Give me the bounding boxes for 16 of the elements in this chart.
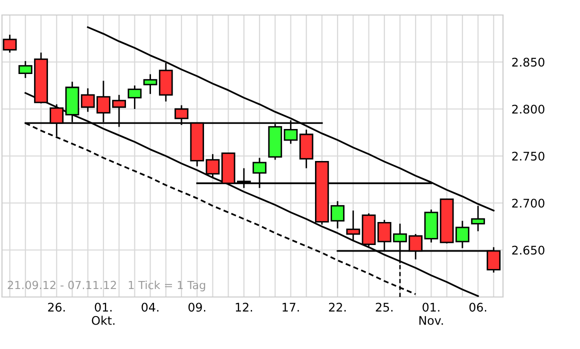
x-tick-label: 17. [282, 302, 299, 312]
x-tick-label: 26. [48, 302, 65, 312]
x-tick-label: 22. [329, 302, 346, 312]
y-tick-label: 2.650 [512, 246, 544, 255]
x-tick-label: 06. [469, 302, 486, 312]
x-tick-label: 09. [188, 302, 206, 312]
x-tick-label: 01. Okt. [92, 302, 114, 325]
x-tick-label: 12. [236, 302, 252, 312]
y-tick-label: 2.750 [512, 152, 544, 161]
x-tick-label: 04. [142, 302, 158, 312]
annotation: 21.09.12 - 07.11.12 1 Tick = 1 Tag [8, 280, 206, 292]
x-tick-label: 01. Nov. [419, 302, 443, 325]
y-tick-label: 2.850 [512, 58, 544, 67]
y-tick-label: 2.700 [512, 198, 544, 208]
y-tick-label: 2.800 [512, 104, 544, 114]
x-tick-label: 25. [376, 302, 392, 312]
